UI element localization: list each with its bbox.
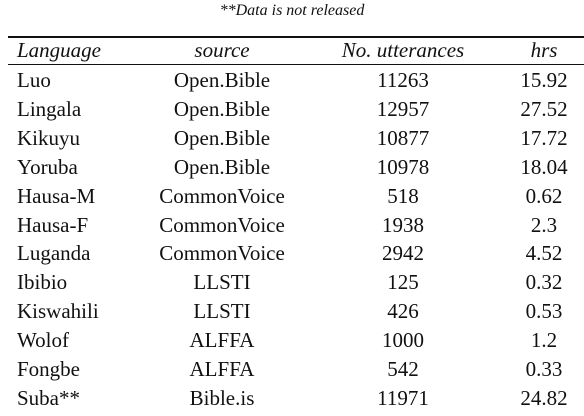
- cell-language: Yoruba: [17, 154, 78, 179]
- cell-source: Bible.is: [189, 385, 255, 410]
- cell-source: ALFFA: [189, 357, 255, 381]
- cell-language: Kikuyu: [17, 125, 80, 150]
- cell-utterances: 426: [387, 299, 419, 324]
- cell-language: Lingala: [17, 96, 82, 121]
- cell-hours: 24.82: [520, 385, 568, 410]
- cell-source: Open.Bible: [173, 125, 271, 150]
- cell-source: LLSTI: [193, 270, 251, 295]
- cell-utterances: 10978: [376, 154, 430, 179]
- cell-hours: 2.3: [530, 212, 558, 237]
- caption: **Data is not released: [219, 2, 365, 19]
- cell-utterances: 1000: [382, 328, 424, 353]
- cell-language: Hausa-M: [17, 183, 96, 208]
- cell-utterances: 11971: [377, 385, 429, 410]
- header-utterances: No. utterances: [341, 38, 465, 62]
- cell-language: Suba**: [17, 385, 80, 410]
- cell-utterances: 11263: [377, 68, 429, 92]
- cell-source: Open.Bible: [173, 68, 271, 92]
- cell-hours: 18.04: [520, 154, 568, 179]
- cell-utterances: 10877: [376, 125, 430, 150]
- cell-hours: 0.33: [525, 357, 563, 381]
- cell-utterances: 1938: [382, 212, 424, 237]
- cell-hours: 27.52: [520, 96, 568, 121]
- cell-source: CommonVoice: [159, 241, 285, 266]
- header-source: source: [194, 38, 250, 62]
- cell-hours: 1.2: [530, 328, 558, 353]
- cell-utterances: 125: [387, 270, 419, 295]
- cell-source: ALFFA: [189, 328, 255, 353]
- cell-language: Luganda: [17, 241, 91, 266]
- cell-language: Fongbe: [17, 357, 80, 381]
- cell-hours: 0.53: [525, 299, 563, 324]
- cell-utterances: 542: [387, 357, 419, 381]
- cell-source: LLSTI: [193, 299, 251, 324]
- header-rule: [8, 64, 584, 65]
- cell-source: CommonVoice: [159, 212, 285, 237]
- cell-hours: 4.52: [525, 241, 563, 266]
- cell-utterances: 518: [387, 183, 419, 208]
- top-rule: [8, 36, 584, 38]
- header-hours: hrs: [530, 38, 558, 62]
- cell-source: CommonVoice: [159, 183, 285, 208]
- cell-utterances: 12957: [376, 96, 430, 121]
- cell-hours: 0.62: [525, 183, 563, 208]
- cell-utterances: 2942: [382, 241, 424, 266]
- cell-hours: 17.72: [520, 125, 568, 150]
- cell-language: Hausa-F: [17, 212, 89, 237]
- cell-language: Kiswahili: [17, 299, 99, 324]
- cell-hours: 0.32: [525, 270, 563, 295]
- cell-language: Wolof: [17, 328, 69, 353]
- cell-source: Open.Bible: [173, 96, 271, 121]
- cell-language: Luo: [17, 68, 51, 92]
- cell-hours: 15.92: [520, 68, 568, 92]
- cell-source: Open.Bible: [173, 154, 271, 179]
- cell-language: Ibibio: [17, 270, 68, 295]
- header-language: Language: [17, 38, 101, 62]
